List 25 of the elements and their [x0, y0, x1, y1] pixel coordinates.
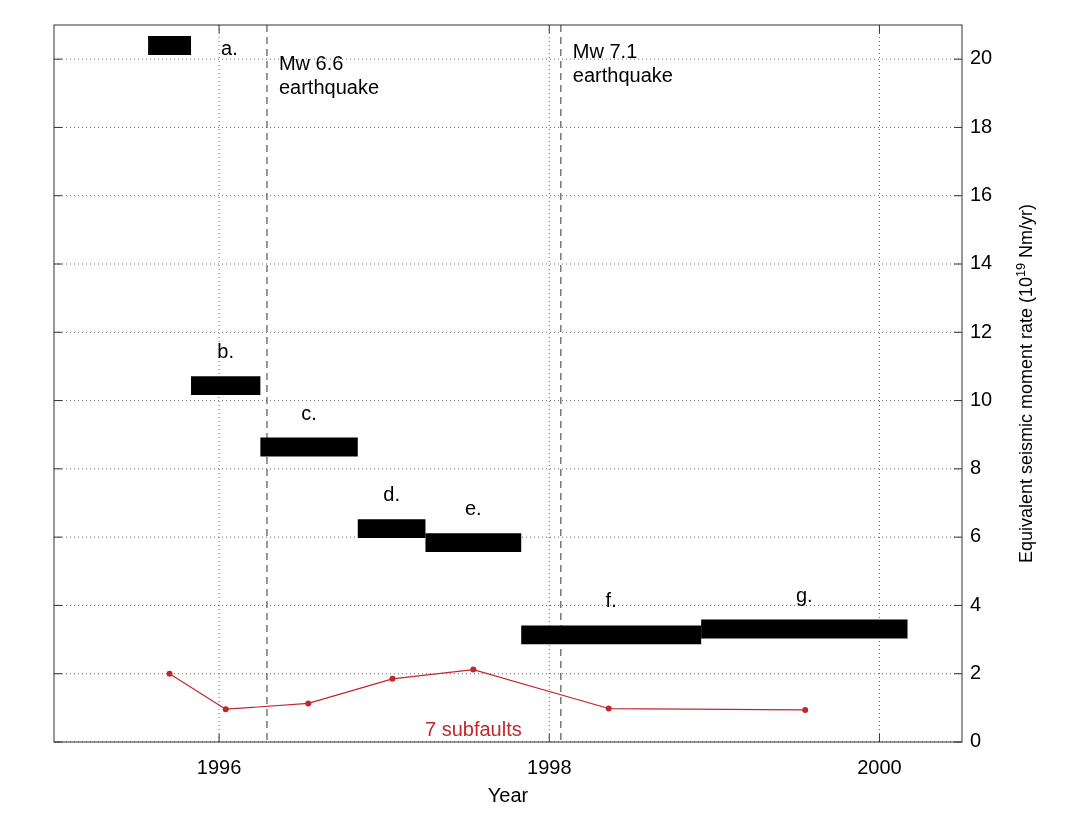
- series-label: e.: [464, 497, 482, 520]
- y-tick-label: 18: [970, 114, 993, 137]
- y-tick-label: 4: [970, 592, 982, 615]
- y-tick-label: 16: [970, 183, 993, 205]
- series-label: a.: [221, 37, 238, 60]
- ref-line-label: Mw 6.6 earthquake: [278, 52, 380, 98]
- series-label: c.: [301, 401, 317, 424]
- y-tick-label: 2: [970, 661, 982, 683]
- y-tick-label: 12: [970, 319, 993, 342]
- series-label: b.: [217, 340, 235, 363]
- y-tick-label: 20: [970, 46, 993, 69]
- y-tick-label: 14: [970, 251, 993, 274]
- x-tick-label: 1998: [527, 756, 572, 778]
- x-tick-label: 1996: [196, 756, 242, 778]
- y-tick-label: 8: [970, 456, 982, 479]
- x-tick-label: 2000: [857, 756, 902, 778]
- series-label: d.: [383, 483, 400, 506]
- x-axis-title: Year: [487, 784, 529, 806]
- series-label: g.: [795, 583, 813, 606]
- ref-line-label: Mw 7.1 earthquake: [572, 40, 673, 86]
- series-label: 7 subfaults: [424, 718, 522, 740]
- y-tick-label: 6: [970, 524, 982, 547]
- y-tick-label: 10: [970, 387, 993, 410]
- series-label: f.: [605, 589, 617, 612]
- y-tick-label: 0: [970, 729, 982, 752]
